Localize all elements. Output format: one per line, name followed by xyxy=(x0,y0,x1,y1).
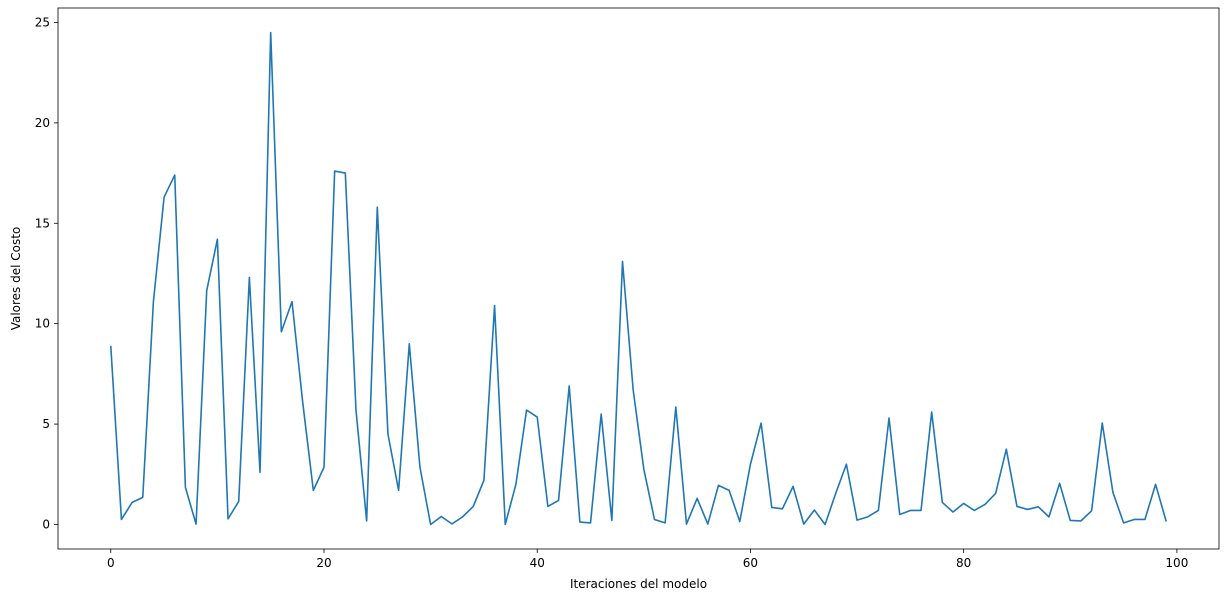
y-axis-label: Valores del Costo xyxy=(9,227,23,331)
y-tick-label: 0 xyxy=(42,518,50,532)
y-tick-label: 5 xyxy=(42,417,50,431)
x-tick-label: 40 xyxy=(530,556,545,570)
y-tick-label: 25 xyxy=(35,15,50,29)
x-tick-label: 100 xyxy=(1165,556,1188,570)
plot-area xyxy=(109,31,1167,526)
x-tick-label: 80 xyxy=(956,556,971,570)
x-axis-ticks: 0 20 40 60 80 100 xyxy=(107,549,1188,570)
x-tick-label: 0 xyxy=(107,556,115,570)
x-axis-label: Iteraciones del modelo xyxy=(570,577,707,591)
y-tick-label: 20 xyxy=(35,116,50,130)
x-tick-label: 20 xyxy=(316,556,331,570)
series-line xyxy=(109,31,1167,526)
plot-frame xyxy=(57,7,1220,550)
x-tick-label: 60 xyxy=(743,556,758,570)
y-tick-label: 10 xyxy=(35,317,50,331)
y-axis-ticks: 0 5 10 15 20 25 xyxy=(35,15,58,532)
y-tick-label: 15 xyxy=(35,216,50,230)
